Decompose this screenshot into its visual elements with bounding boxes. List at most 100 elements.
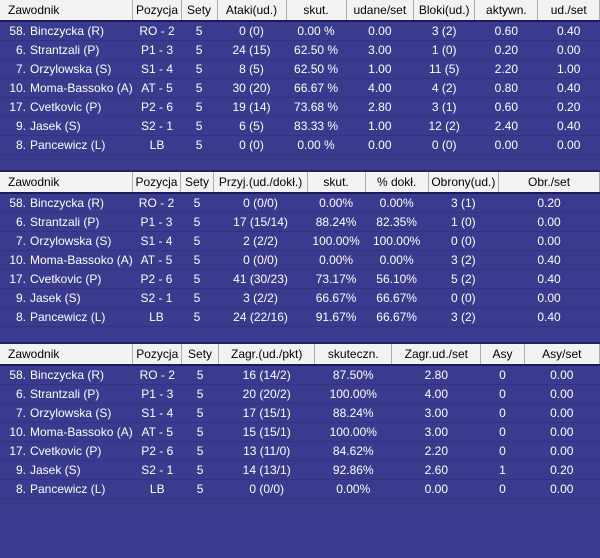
column-header: Sety — [180, 170, 215, 194]
player-cell: 17. Cvetkovic (P) — [0, 269, 133, 289]
stat-cell: 2.80 — [391, 365, 481, 385]
stat-cell: 0 (0/0) — [218, 479, 315, 499]
stat-cell: 11 (5) — [413, 59, 475, 79]
stat-cell: 3 (2/2) — [213, 288, 308, 308]
player-cell: 6. Strantzali (P) — [0, 212, 133, 232]
player-name: Jasek (S) — [30, 119, 81, 133]
stat-cell: 0.00% — [307, 250, 366, 270]
player-number: 58. — [9, 368, 26, 382]
stat-cell: 0.00 — [524, 479, 600, 499]
player-name: Strantzali (P) — [30, 43, 100, 57]
stat-cell: 0.40 — [537, 21, 600, 41]
sets-cell: 5 — [181, 479, 219, 499]
player-cell: 8. Pancewicz (L) — [0, 307, 133, 327]
sets-cell: 5 — [180, 307, 214, 327]
sets-cell: 5 — [181, 460, 219, 480]
stat-cell: 66.67% — [307, 288, 366, 308]
sets-cell: 5 — [180, 193, 214, 213]
player-number: 9. — [15, 119, 26, 133]
player-number: 6. — [15, 43, 26, 57]
player-name: Cvetkovic (P) — [30, 444, 102, 458]
stat-cell: 0.00 — [474, 135, 538, 155]
player-cell: 17. Cvetkovic (P) — [0, 97, 133, 117]
stat-cell: 12 (2) — [413, 116, 475, 136]
stat-cell: 0.20 — [474, 40, 538, 60]
stat-cell: 2 (2/2) — [213, 231, 308, 251]
position-cell: P1 - 3 — [132, 40, 182, 60]
stat-cell: 100.00% — [314, 384, 392, 404]
player-name: Moma-Bassoko (A) — [30, 81, 133, 95]
stat-cell: 1 (0) — [428, 212, 499, 232]
stat-cell: 1.00 — [346, 59, 414, 79]
stat-cell: 100.00% — [314, 422, 392, 442]
position-cell: AT - 5 — [132, 78, 182, 98]
player-name: Binczycka (R) — [30, 24, 105, 38]
stat-cell: 0.00% — [365, 250, 429, 270]
position-cell: S1 - 4 — [132, 403, 182, 423]
player-number: 10. — [9, 253, 26, 267]
stat-cell: 0 — [480, 441, 525, 461]
stat-cell: 4 (2) — [413, 78, 475, 98]
attack-block-stats-table: Zawodnik Pozycja Sety Ataki(ud.) skut. udane/… — [0, 0, 600, 155]
player-row: 7. Orzylowska (S) S1 - 4 5 17 (15/1) 88.24% 3.… — [0, 403, 600, 423]
stat-cell: 0 (0/0) — [213, 193, 308, 213]
player-cell: 9. Jasek (S) — [0, 460, 133, 480]
sets-cell: 5 — [181, 441, 219, 461]
stat-cell: 0.60 — [474, 97, 538, 117]
player-row: 17. Cvetkovic (P) P2 - 6 5 19 (14) 73.68 % 2.8… — [0, 97, 600, 117]
stat-cell: 0 — [480, 365, 525, 385]
column-header: Obr./set — [498, 170, 600, 194]
player-cell: 58. Binczycka (R) — [0, 365, 133, 385]
position-cell: RO - 2 — [132, 21, 182, 41]
player-cell: 58. Binczycka (R) — [0, 193, 133, 213]
stat-cell: 0.00 % — [286, 135, 347, 155]
stat-cell: 2.40 — [474, 116, 538, 136]
column-header: Zawodnik — [0, 170, 134, 194]
stat-cell: 0.00 % — [286, 21, 347, 41]
stat-cell: 0.00% — [307, 193, 366, 213]
column-header: Asy — [480, 342, 525, 366]
stat-cell: 3 (2) — [428, 250, 499, 270]
player-row: 8. Pancewicz (L) LB 5 24 (22/16) 91.67% 66.67%… — [0, 307, 600, 327]
column-header: skuteczn. — [314, 342, 393, 366]
column-header: Pozycja — [132, 170, 181, 194]
sets-cell: 5 — [181, 97, 218, 117]
player-cell: 9. Jasek (S) — [0, 116, 133, 136]
header-row: Zawodnik Pozycja Sety Zagr.(ud./pkt) skutecz… — [0, 342, 600, 366]
stat-cell: 24 (15) — [217, 40, 286, 60]
column-header: ud./set — [537, 0, 600, 22]
stat-cell: 16 (14/2) — [218, 365, 315, 385]
column-header: Sety — [181, 0, 218, 22]
stat-cell: 66.67% — [365, 288, 429, 308]
player-row: 10. Moma-Bassoko (A) AT - 5 5 30 (20) 66.67 %… — [0, 78, 600, 98]
player-number: 10. — [9, 81, 26, 95]
stat-cell: 0.00 — [346, 135, 414, 155]
stat-cell: 91.67% — [307, 307, 366, 327]
player-number: 6. — [15, 215, 26, 229]
position-cell: P2 - 6 — [132, 97, 182, 117]
position-cell: RO - 2 — [132, 365, 182, 385]
player-cell: 7. Orzylowska (S) — [0, 231, 133, 251]
stat-cell: 20 (20/2) — [218, 384, 315, 404]
stat-cell: 73.68 % — [286, 97, 347, 117]
sets-cell: 5 — [180, 269, 214, 289]
player-name: Jasek (S) — [30, 463, 81, 477]
player-name: Strantzali (P) — [30, 215, 100, 229]
player-name: Moma-Bassoko (A) — [30, 253, 133, 267]
stat-cell: 0.40 — [537, 116, 600, 136]
stat-cell: 2.80 — [346, 97, 414, 117]
stat-cell: 1.00 — [537, 59, 600, 79]
stat-cell: 0.20 — [498, 193, 600, 213]
sets-cell: 5 — [181, 403, 219, 423]
stat-cell: 2.20 — [474, 59, 538, 79]
position-cell: LB — [132, 479, 182, 499]
player-cell: 10. Moma-Bassoko (A) — [0, 422, 133, 442]
position-cell: S1 - 4 — [132, 231, 181, 251]
sets-cell: 5 — [181, 59, 218, 79]
serve-ace-stats-panel: Zawodnik Pozycja Sety Zagr.(ud./pkt) skutecz… — [0, 342, 600, 499]
stat-cell: 1 — [480, 460, 525, 480]
stat-cell: 0.00 — [537, 135, 600, 155]
